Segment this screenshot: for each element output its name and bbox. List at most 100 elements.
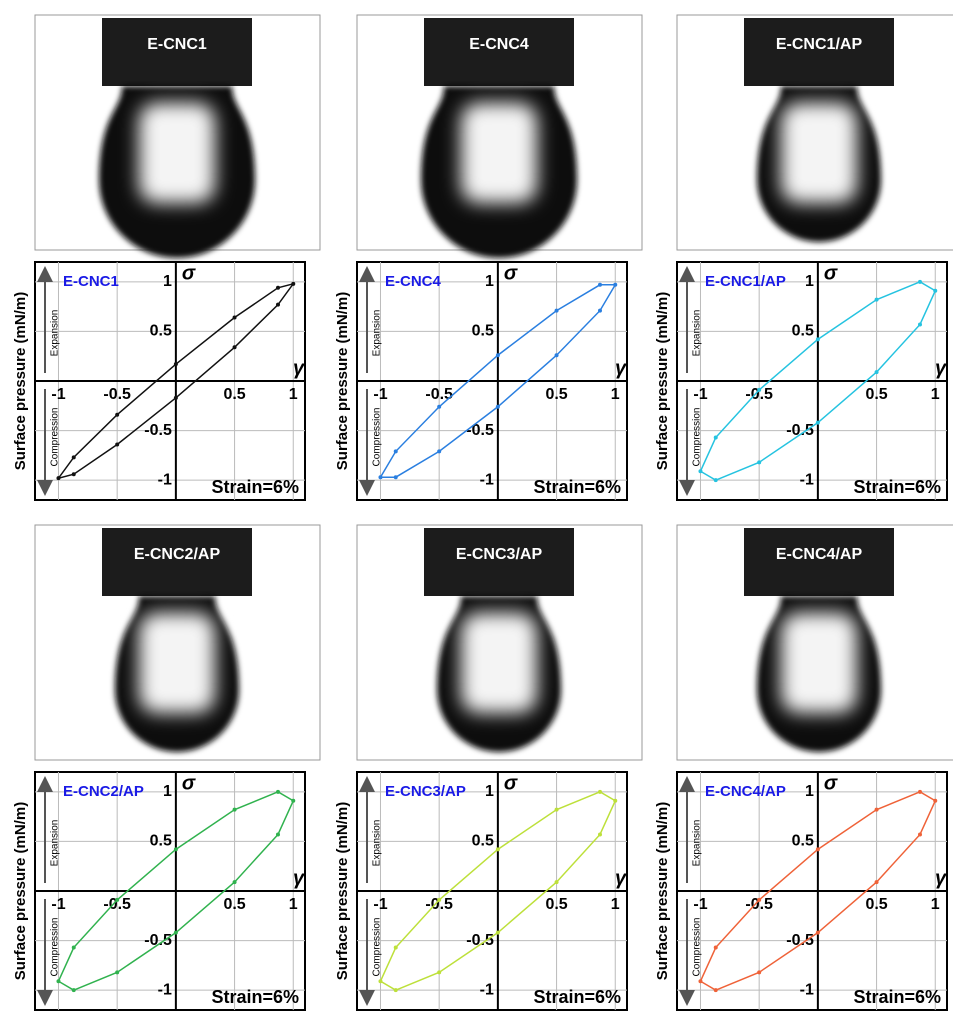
x-label: γ: [615, 867, 628, 889]
y-tick-label: 1: [163, 783, 172, 800]
loop-point: [613, 283, 617, 287]
loop-point: [875, 370, 879, 374]
x-tick-label: -1: [51, 386, 65, 403]
x-tick-label: 1: [931, 386, 940, 403]
x-tick-label: 0.5: [223, 896, 245, 913]
loop-point: [437, 970, 441, 974]
loop-point: [394, 449, 398, 453]
y-tick-label: -0.5: [786, 422, 814, 439]
loop-point: [598, 283, 602, 287]
loop-point: [233, 808, 237, 812]
loop-point: [496, 353, 500, 357]
x-tick-label: 1: [289, 896, 298, 913]
y-label: σ: [824, 262, 838, 284]
y-tick-label: -1: [800, 471, 814, 488]
x-tick-label: -1: [693, 386, 707, 403]
loop-point: [115, 442, 119, 446]
loop-point: [816, 847, 820, 851]
photo-label: E-CNC4: [469, 36, 529, 53]
x-tick-label: 1: [611, 386, 620, 403]
loop-point: [72, 455, 76, 459]
loop-point: [555, 808, 559, 812]
loop-point: [276, 832, 280, 836]
droplet-core: [461, 103, 537, 203]
x-label: γ: [935, 357, 948, 379]
y-tick-label: 0.5: [472, 833, 494, 850]
photo-label: E-CNC4/AP: [776, 546, 863, 563]
loop-point: [115, 970, 119, 974]
expansion-label: Expansion: [692, 310, 703, 357]
loop-point: [613, 799, 617, 803]
loop-point: [437, 405, 441, 409]
y-tick-label: 0.5: [792, 323, 814, 340]
chart-title: E-CNC1/AP: [705, 273, 786, 290]
loop-point: [174, 931, 178, 935]
y-tick-label: 0.5: [150, 323, 172, 340]
loop-point: [233, 316, 237, 320]
x-tick-label: 1: [289, 386, 298, 403]
y-axis-title: Surface pressure (mN/m): [12, 292, 29, 470]
expansion-label: Expansion: [50, 820, 61, 867]
loop-point: [276, 303, 280, 307]
plot: -1-0.50.51-1-0.50.51σγE-CNC3/APStrain=6%…: [334, 772, 628, 1010]
loop-point: [598, 790, 602, 794]
loop-point: [816, 421, 820, 425]
chart-title: E-CNC4/AP: [705, 783, 786, 800]
plot: -1-0.50.51-1-0.50.51σγE-CNC4Strain=6%Sur…: [334, 262, 628, 500]
y-tick-label: -0.5: [144, 932, 172, 949]
x-tick-label: 1: [611, 896, 620, 913]
x-tick-label: -1: [373, 896, 387, 913]
loop-point: [714, 478, 718, 482]
x-label: γ: [615, 357, 628, 379]
loop-point: [72, 946, 76, 950]
x-tick-label: 0.5: [223, 386, 245, 403]
loop-point: [378, 475, 382, 479]
x-tick-label: 0.5: [865, 386, 887, 403]
loop-point: [496, 931, 500, 935]
compression-label: Compression: [692, 408, 703, 467]
photo-label: E-CNC2/AP: [134, 546, 221, 563]
loop-point: [555, 880, 559, 884]
photo-label: E-CNC1/AP: [776, 36, 863, 53]
x-label: γ: [293, 867, 306, 889]
x-tick-label: -1: [373, 386, 387, 403]
loop-point: [598, 832, 602, 836]
y-axis-title: Surface pressure (mN/m): [654, 292, 671, 470]
loop-point: [233, 345, 237, 349]
loop-point: [918, 280, 922, 284]
loop-point: [757, 898, 761, 902]
y-label: σ: [824, 772, 838, 794]
y-tick-label: -0.5: [466, 932, 494, 949]
annotation: Strain=6%: [533, 987, 621, 1007]
loop-point: [714, 436, 718, 440]
chart-title: E-CNC2/AP: [63, 783, 144, 800]
annotation: Strain=6%: [853, 987, 941, 1007]
loop-point: [598, 309, 602, 313]
compression-label: Compression: [372, 408, 383, 467]
y-tick-label: 0.5: [150, 833, 172, 850]
y-label: σ: [182, 262, 196, 284]
y-tick-label: -0.5: [144, 422, 172, 439]
x-tick-label: 0.5: [545, 896, 567, 913]
x-label: γ: [293, 357, 306, 379]
y-label: σ: [182, 772, 196, 794]
y-tick-label: -1: [480, 981, 494, 998]
droplet-core: [781, 613, 857, 713]
loop-point: [174, 847, 178, 851]
loop-point: [115, 413, 119, 417]
droplet-core: [139, 613, 215, 713]
loop-point: [757, 970, 761, 974]
expansion-label: Expansion: [692, 820, 703, 867]
y-axis-title: Surface pressure (mN/m): [334, 292, 351, 470]
loop-point: [437, 898, 441, 902]
loop-point: [933, 289, 937, 293]
y-axis-title: Surface pressure (mN/m): [334, 802, 351, 980]
loop-point: [174, 396, 178, 400]
y-tick-label: 1: [805, 273, 814, 290]
photo-label: E-CNC1: [147, 36, 207, 53]
y-label: σ: [504, 772, 518, 794]
loop-point: [276, 790, 280, 794]
loop-point: [233, 880, 237, 884]
annotation: Strain=6%: [211, 987, 299, 1007]
